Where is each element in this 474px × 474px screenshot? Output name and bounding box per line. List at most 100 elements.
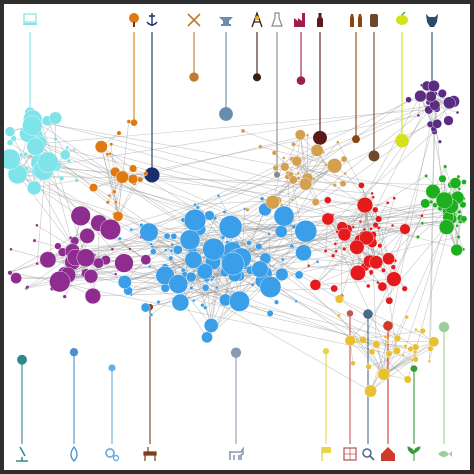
network-node [427, 345, 434, 352]
network-node [259, 196, 265, 201]
network-edge [315, 278, 394, 286]
network-node [334, 294, 344, 304]
network-node [425, 90, 437, 103]
network-node [200, 303, 205, 308]
network-node [420, 198, 431, 209]
network-node [403, 344, 408, 349]
network-node [26, 137, 45, 156]
network-node [404, 314, 409, 320]
category-node [368, 150, 380, 162]
network-node [425, 183, 441, 199]
network-node [216, 194, 221, 198]
network-node [169, 249, 174, 253]
category-node [108, 364, 116, 372]
bottle-icon [317, 13, 323, 27]
network-node [221, 252, 245, 276]
network-node [311, 198, 320, 207]
network-node [203, 305, 208, 310]
network-edge [370, 217, 451, 392]
category-node [410, 365, 418, 372]
network-edge [199, 124, 431, 230]
network-node [305, 133, 310, 138]
network-node [385, 350, 393, 358]
network-node [105, 200, 110, 205]
network-node [386, 271, 402, 287]
network-edge [307, 178, 390, 354]
network-node [427, 79, 440, 92]
top-category-icons [23, 11, 438, 28]
network-node [171, 293, 190, 312]
network-node [412, 343, 420, 351]
network-node [196, 263, 213, 280]
network-edge [292, 165, 335, 201]
network-node [184, 250, 203, 269]
network-node [49, 271, 71, 293]
network-node [280, 162, 290, 172]
network-node [72, 147, 77, 152]
oil-derrick-icon [251, 11, 263, 28]
network-node [258, 144, 263, 149]
network-node [399, 223, 411, 235]
network-node [250, 282, 255, 287]
category-node [296, 76, 306, 85]
category-node [144, 167, 160, 183]
anvil-icon [219, 17, 233, 26]
network-node [390, 223, 395, 228]
network-node [332, 183, 337, 188]
network-node [438, 219, 455, 235]
network-node [428, 336, 440, 348]
furniture-icon [143, 447, 157, 461]
network-node [140, 254, 152, 265]
network-node [295, 244, 312, 262]
network-node [296, 171, 300, 176]
network-node [163, 248, 168, 252]
network-node [376, 280, 380, 285]
network-node [202, 237, 225, 261]
fish-icon [438, 451, 452, 457]
network-node [272, 164, 279, 172]
gears-icon [105, 448, 120, 462]
category-node [189, 72, 199, 82]
network-node [376, 225, 381, 230]
network-node [110, 247, 115, 251]
network-node [58, 175, 65, 181]
network-edge [327, 218, 370, 262]
network-node [370, 191, 374, 196]
network-node [415, 234, 420, 239]
network-edge [62, 251, 364, 341]
tree-icon [129, 13, 139, 27]
network-edge [117, 121, 130, 217]
network-node [343, 171, 347, 176]
network-node [401, 353, 405, 357]
network-node [271, 150, 278, 156]
network-node [113, 272, 118, 276]
network-edge [110, 153, 418, 238]
network-node [420, 221, 425, 225]
network-node [245, 207, 250, 212]
network-node [83, 269, 99, 284]
network-node [273, 205, 295, 227]
network-node [128, 247, 132, 251]
network-node [37, 151, 59, 173]
network-node [412, 356, 419, 363]
network-node [365, 363, 372, 370]
network-node [294, 270, 304, 280]
network-edge [368, 341, 434, 368]
network-edge [39, 142, 464, 250]
network-node [274, 225, 288, 238]
network-edge [199, 104, 435, 213]
network-edge [370, 346, 416, 392]
network-node [350, 360, 356, 366]
canister-icon [370, 14, 378, 27]
network-edge [393, 215, 423, 280]
network-node [10, 272, 22, 284]
network-node [368, 348, 376, 356]
network-node [179, 229, 201, 251]
network-edge [315, 246, 358, 286]
network-node [377, 281, 388, 292]
network-node [337, 227, 352, 242]
network-edge [117, 179, 141, 217]
network-node [377, 243, 383, 249]
network-node [65, 145, 70, 150]
